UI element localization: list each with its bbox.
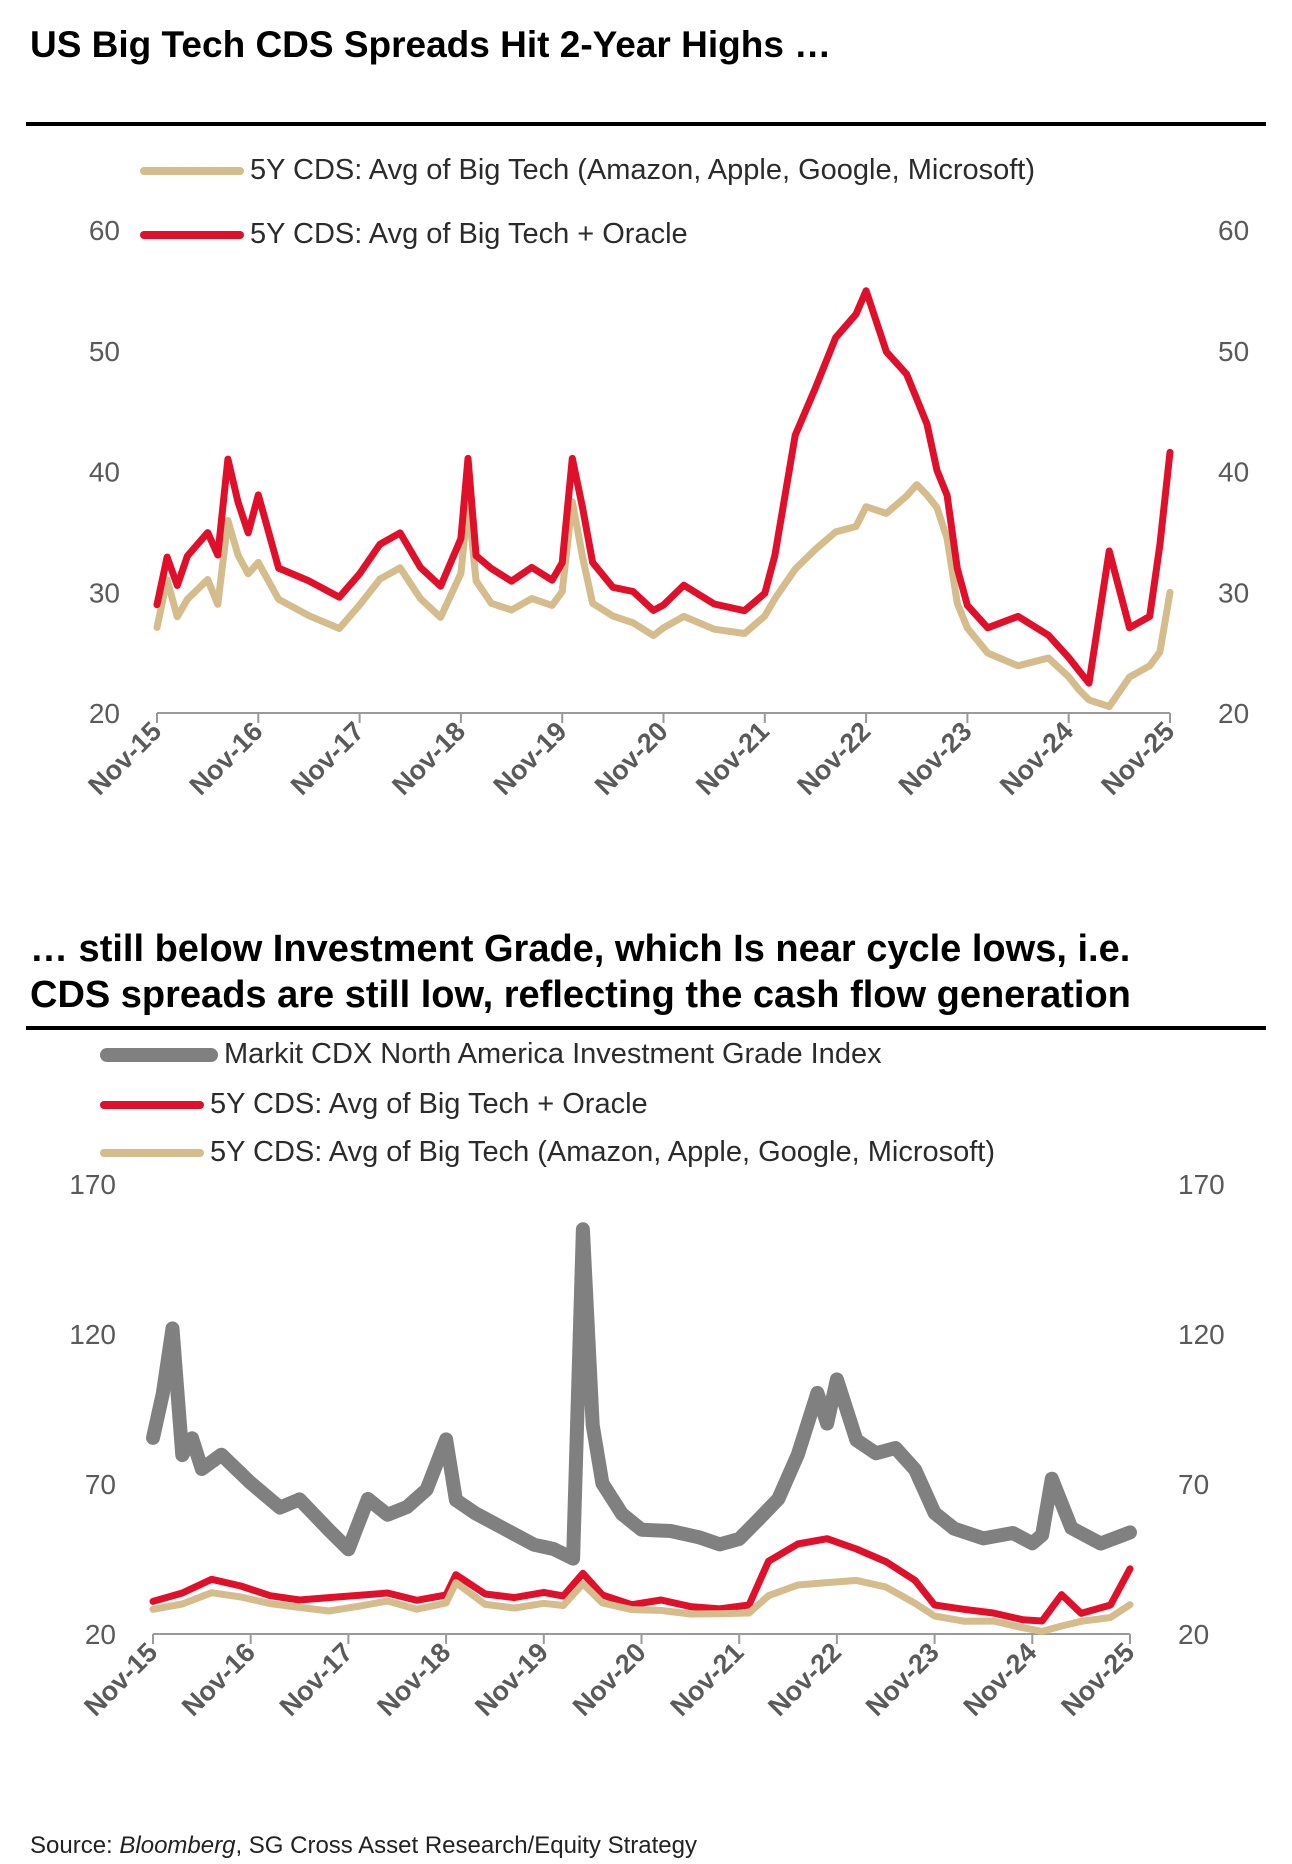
chart2-legend-swatch-bigtech xyxy=(100,1148,204,1157)
chart1-y-tick-label-right: 60 xyxy=(1218,215,1249,246)
chart1-y-tick-label-left: 50 xyxy=(89,336,120,367)
chart2-series-line-1 xyxy=(149,1535,1134,1625)
chart1-y-tick-label-left: 40 xyxy=(89,457,120,488)
chart2-x-tick-label: Nov-23 xyxy=(860,1637,945,1722)
chart2-x-tick-label: Nov-17 xyxy=(274,1637,359,1722)
source-publisher: Bloomberg xyxy=(119,1832,236,1859)
chart1-y-tick-label-right: 20 xyxy=(1218,698,1249,729)
chart1-legend-label-bigtech: 5Y CDS: Avg of Big Tech (Amazon, Apple, … xyxy=(250,154,1036,186)
chart2-x-tick-label: Nov-22 xyxy=(762,1637,847,1722)
chart2-y-tick-label-right: 20 xyxy=(1178,1619,1209,1650)
chart2-x-tick-label: Nov-20 xyxy=(567,1637,652,1722)
chart1-y-tick-label-right: 50 xyxy=(1218,336,1249,367)
chart1-y-tick-label-left: 60 xyxy=(89,215,120,246)
chart2-legend-label-oracle: 5Y CDS: Avg of Big Tech + Oracle xyxy=(210,1088,648,1120)
chart2-y-tick-label-left: 20 xyxy=(85,1619,116,1650)
chart2-x-tick-label: Nov-16 xyxy=(176,1637,261,1722)
chart1-legend-label-oracle: 5Y CDS: Avg of Big Tech + Oracle xyxy=(250,218,688,250)
source-note: Source: Bloomberg, SG Cross Asset Resear… xyxy=(30,1832,697,1860)
chart2-legend-label-bigtech: 5Y CDS: Avg of Big Tech (Amazon, Apple, … xyxy=(210,1136,996,1168)
chart1-legend-item-bigtech: 5Y CDS: Avg of Big Tech (Amazon, Apple, … xyxy=(140,154,1035,187)
chart2-x-tick-label: Nov-25 xyxy=(1055,1637,1140,1722)
chart2-y-tick-label-right: 170 xyxy=(1178,1169,1225,1200)
chart1-y-tick-label-left: 30 xyxy=(89,577,120,608)
chart1-x-tick-label: Nov-17 xyxy=(285,716,370,801)
source-rest: , SG Cross Asset Research/Equity Strateg… xyxy=(235,1832,697,1859)
chart2-y-tick-label-left: 170 xyxy=(69,1169,116,1200)
chart2-x-tick-label: Nov-24 xyxy=(958,1637,1043,1722)
chart2-legend-item-bigtech: 5Y CDS: Avg of Big Tech (Amazon, Apple, … xyxy=(100,1136,995,1169)
chart1-x-tick-label: Nov-16 xyxy=(184,716,269,801)
chart2-legend-item-oracle: 5Y CDS: Avg of Big Tech + Oracle xyxy=(100,1088,648,1121)
chart1-x-tick-label: Nov-24 xyxy=(994,716,1079,801)
chart2-y-tick-label-left: 70 xyxy=(85,1469,116,1500)
chart1-x-tick-label: Nov-20 xyxy=(589,716,674,801)
chart2-x-tick-label: Nov-18 xyxy=(371,1637,456,1722)
chart2-legend-swatch-oracle xyxy=(100,1100,204,1109)
chart2-plot: Nov-15 Nov-16 Nov-17 Nov-18 Nov-19 Nov-20 Nov-… xyxy=(69,1169,1225,1722)
chart1-x-tick-label: Nov-18 xyxy=(386,716,471,801)
chart1-y-tick-label-right: 40 xyxy=(1218,457,1249,488)
chart1-legend-swatch-bigtech xyxy=(140,166,244,175)
chart2-x-tick-label: Nov-21 xyxy=(665,1637,750,1722)
chart2-legend-item-cdx: Markit CDX North America Investment Grad… xyxy=(100,1038,882,1071)
chart1-top-rule xyxy=(26,122,1266,126)
chart1-x-tick-label: Nov-19 xyxy=(488,716,573,801)
chart1-plot: Nov-15 Nov-16 Nov-17 Nov-18 Nov-19 Nov-20 Nov-… xyxy=(82,215,1249,801)
chart2-x-tick-label: Nov-19 xyxy=(469,1637,554,1722)
chart1-x-tick-label: Nov-22 xyxy=(791,716,876,801)
chart1-x-tick-label: Nov-21 xyxy=(690,716,775,801)
source-prefix: Source: xyxy=(30,1832,120,1859)
chart2-y-tick-label-right: 70 xyxy=(1178,1469,1209,1500)
chart2-legend-label-cdx: Markit CDX North America Investment Grad… xyxy=(224,1038,882,1070)
chart1-legend-swatch-oracle xyxy=(140,230,244,239)
chart2-series-line-0 xyxy=(146,1222,1137,1566)
chart1-series-line-0 xyxy=(153,481,1174,711)
chart2-y-tick-label-right: 120 xyxy=(1178,1319,1225,1350)
chart1-x-tick-label: Nov-23 xyxy=(893,716,978,801)
chart2-title-line2: CDS spreads are still low, reflecting th… xyxy=(30,974,1131,1016)
chart1-y-tick-label-right: 30 xyxy=(1218,577,1249,608)
chart2-title-line1: … still below Investment Grade, which Is… xyxy=(30,928,1131,970)
chart1-legend-item-oracle: 5Y CDS: Avg of Big Tech + Oracle xyxy=(140,218,688,251)
chart1-title: US Big Tech CDS Spreads Hit 2-Year Highs… xyxy=(30,24,832,65)
chart2-series-line-2 xyxy=(149,1576,1134,1635)
chart1-x-tick-label: Nov-25 xyxy=(1095,716,1180,801)
chart2-y-tick-label-left: 120 xyxy=(69,1319,116,1350)
chart2-legend-swatch-cdx xyxy=(100,1047,218,1062)
chart1-series-line-1 xyxy=(153,287,1174,687)
chart2-top-rule xyxy=(26,1026,1266,1030)
chart1-y-tick-label-left: 20 xyxy=(89,698,120,729)
